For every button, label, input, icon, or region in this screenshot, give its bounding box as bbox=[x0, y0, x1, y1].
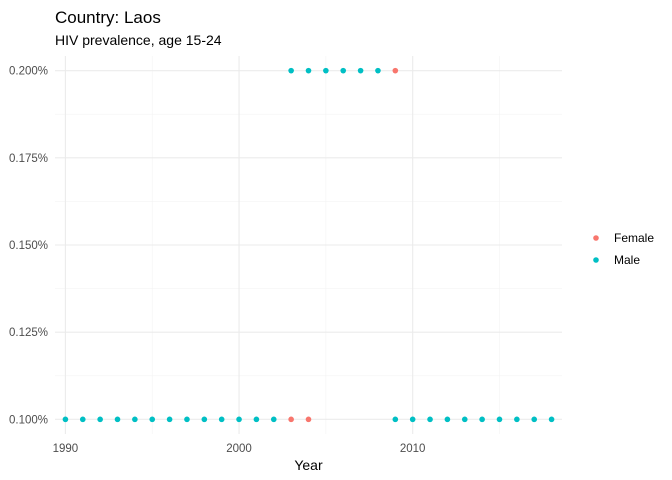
data-point-male bbox=[184, 416, 190, 423]
data-point-male bbox=[427, 416, 433, 423]
data-point-male bbox=[62, 416, 69, 423]
data-point-male bbox=[270, 416, 277, 423]
data-point-male bbox=[253, 416, 260, 423]
y-tick-label: 0.175% bbox=[9, 153, 48, 165]
data-point-male bbox=[409, 416, 416, 423]
data-point-male bbox=[288, 67, 294, 74]
data-point-male bbox=[166, 416, 173, 423]
legend-key-female bbox=[593, 235, 599, 241]
data-points bbox=[62, 67, 555, 423]
data-point-male bbox=[305, 67, 312, 74]
chart-title: Country: Laos bbox=[55, 8, 161, 27]
data-point-male bbox=[340, 67, 347, 74]
x-tick-label: 2010 bbox=[400, 443, 426, 455]
data-point-male bbox=[79, 416, 86, 423]
legend-key-male bbox=[593, 257, 599, 263]
data-point-male bbox=[375, 67, 381, 74]
data-point-male bbox=[149, 416, 156, 423]
data-point-male bbox=[201, 416, 208, 423]
y-tick-label: 0.100% bbox=[9, 414, 48, 426]
legend-label-female: Female bbox=[614, 231, 654, 245]
data-point-male bbox=[496, 416, 503, 423]
x-tick-label: 1990 bbox=[53, 443, 79, 455]
x-tick-label: 2000 bbox=[226, 443, 252, 455]
legend: Female Male bbox=[593, 231, 654, 267]
data-point-male bbox=[323, 67, 329, 74]
y-tick-label: 0.200% bbox=[9, 66, 48, 78]
data-point-male bbox=[132, 416, 138, 423]
data-point-female bbox=[288, 416, 294, 423]
data-point-male bbox=[479, 416, 485, 423]
data-point-male bbox=[218, 416, 225, 423]
legend-label-male: Male bbox=[614, 253, 640, 267]
grid bbox=[55, 56, 562, 434]
data-point-male bbox=[548, 416, 555, 423]
data-point-female bbox=[392, 67, 399, 74]
data-point-male bbox=[444, 416, 451, 423]
data-point-male bbox=[114, 416, 121, 423]
data-point-male bbox=[461, 416, 468, 423]
data-point-male bbox=[514, 416, 520, 423]
data-point-male bbox=[531, 416, 538, 423]
data-point-female bbox=[305, 416, 312, 423]
data-point-male bbox=[97, 416, 103, 423]
y-tick-label: 0.125% bbox=[9, 327, 48, 339]
data-point-male bbox=[392, 416, 399, 423]
x-axis: 1990 2000 2010 bbox=[53, 443, 426, 455]
data-point-male bbox=[236, 416, 242, 423]
y-axis: 0.100% 0.125% 0.150% 0.175% 0.200% bbox=[9, 66, 48, 427]
chart-subtitle: HIV prevalence, age 15-24 bbox=[55, 32, 222, 48]
data-point-male bbox=[357, 67, 364, 74]
x-axis-title: Year bbox=[294, 457, 323, 473]
y-tick-label: 0.150% bbox=[9, 240, 48, 252]
